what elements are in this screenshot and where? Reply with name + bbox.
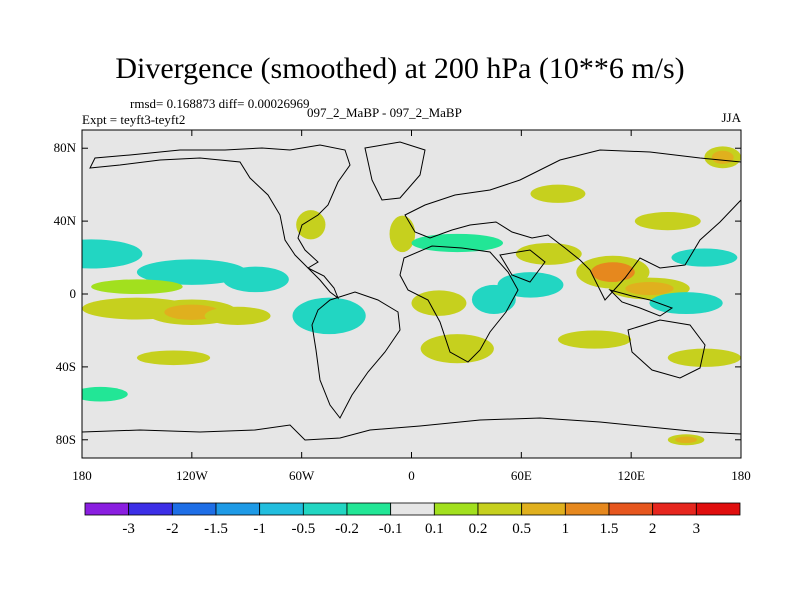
x-tick-label: 180	[72, 468, 92, 483]
field-blob	[420, 334, 494, 364]
colorbar-label: 1.5	[600, 521, 619, 537]
colorbar-label: -0.2	[335, 521, 359, 537]
x-tick-label: 120E	[617, 468, 645, 483]
colorbar-swatch	[128, 502, 173, 516]
colorbar-label: -1.5	[204, 521, 228, 537]
colorbar-swatch	[259, 502, 304, 516]
y-tick-label: 0	[70, 286, 77, 301]
field-blob-core	[625, 281, 674, 296]
colorbar-label: -0.5	[291, 521, 315, 537]
field-blob	[530, 184, 586, 203]
colorbar-label: -2	[166, 521, 179, 537]
antarctica-outline	[82, 417, 741, 458]
colorbar-label: 2	[649, 521, 657, 537]
field-blob	[91, 279, 183, 295]
colorbar-label: 0.1	[425, 521, 444, 537]
colorbar-label: 0.5	[512, 521, 531, 537]
x-tick-label: 60W	[289, 468, 315, 483]
colorbar-label: -1	[253, 521, 266, 537]
x-tick-label: 60E	[511, 468, 532, 483]
field-blob	[296, 210, 326, 240]
north-america-outline	[89, 144, 351, 269]
season-label: JJA	[721, 110, 741, 125]
colorbar-swatch	[346, 502, 392, 516]
y-tick-label: 40S	[56, 359, 76, 374]
central-america-outline	[307, 267, 340, 300]
field-blob	[671, 248, 738, 267]
field-blob	[204, 306, 271, 325]
arabia-outline	[499, 249, 546, 283]
field-blob	[634, 212, 701, 231]
australia-outline	[627, 319, 706, 379]
field-blob	[389, 215, 416, 253]
colorbar-swatch	[433, 502, 479, 516]
field-blob	[557, 330, 632, 349]
divergence-field	[82, 146, 741, 446]
continent-outlines	[82, 141, 741, 458]
colorbar-swatch	[171, 502, 217, 516]
y-tick-label: 40N	[54, 213, 77, 228]
colorbar-swatch	[564, 502, 610, 516]
y-tick-label: 80N	[54, 140, 77, 155]
colorbar-swatch	[477, 502, 523, 516]
field-blob	[411, 290, 467, 316]
field-blob	[649, 292, 723, 315]
greenland-outline	[364, 141, 426, 201]
field-blob	[667, 348, 741, 367]
colorbar-swatch	[84, 502, 130, 516]
y-tick-label: 80S	[56, 432, 76, 447]
x-tick-label: 120W	[176, 468, 209, 483]
field-blob-core	[675, 436, 698, 444]
africa-outline	[399, 245, 519, 363]
field-blob	[411, 233, 504, 253]
colorbar-swatch	[608, 502, 654, 516]
experiment-text: Expt = teyft3-teyft2	[82, 112, 186, 127]
field-blob	[82, 386, 128, 402]
colorbar-label: -3	[122, 521, 135, 537]
colorbar-swatch	[521, 502, 566, 516]
colorbar-label: -0.1	[379, 521, 403, 537]
stats-text: rmsd= 0.168873 diff= 0.00026969	[130, 96, 310, 111]
field-blob	[222, 266, 289, 293]
field-blob	[136, 259, 247, 285]
field-blob	[136, 350, 211, 366]
south-america-outline	[311, 291, 401, 419]
comparison-text: 097_2_MaBP - 097_2_MaBP	[307, 105, 462, 120]
axes: 180 120W 60W 0 60E 120E 180 80N 40N 0 40S 80S	[54, 130, 751, 483]
colorbar-swatch	[390, 502, 435, 516]
eurasia-outline	[404, 149, 741, 301]
southeast-asia-outline	[608, 289, 674, 317]
x-tick-label: 180	[731, 468, 751, 483]
colorbar-label: 0.2	[469, 521, 488, 537]
colorbar-swatch	[652, 502, 697, 516]
chart-title: Divergence (smoothed) at 200 hPa (10**6 …	[115, 52, 685, 85]
field-blob-core	[711, 150, 734, 164]
field-blob	[497, 272, 564, 298]
colorbar-swatch	[302, 502, 348, 516]
colorbar-label: 3	[693, 521, 701, 537]
x-tick-label: 0	[408, 468, 415, 483]
field-blob-core	[590, 262, 635, 282]
colorbar-swatch	[695, 502, 741, 516]
field-blob	[292, 297, 366, 335]
colorbar-label: 1	[562, 521, 570, 537]
field-blob	[82, 239, 143, 269]
colorbar: -3 -2 -1.5 -1 -0.5 -0.2 -0.1 0.1 0.2 0.5 1 1.5 2 3	[84, 502, 741, 537]
colorbar-swatch	[215, 502, 261, 516]
